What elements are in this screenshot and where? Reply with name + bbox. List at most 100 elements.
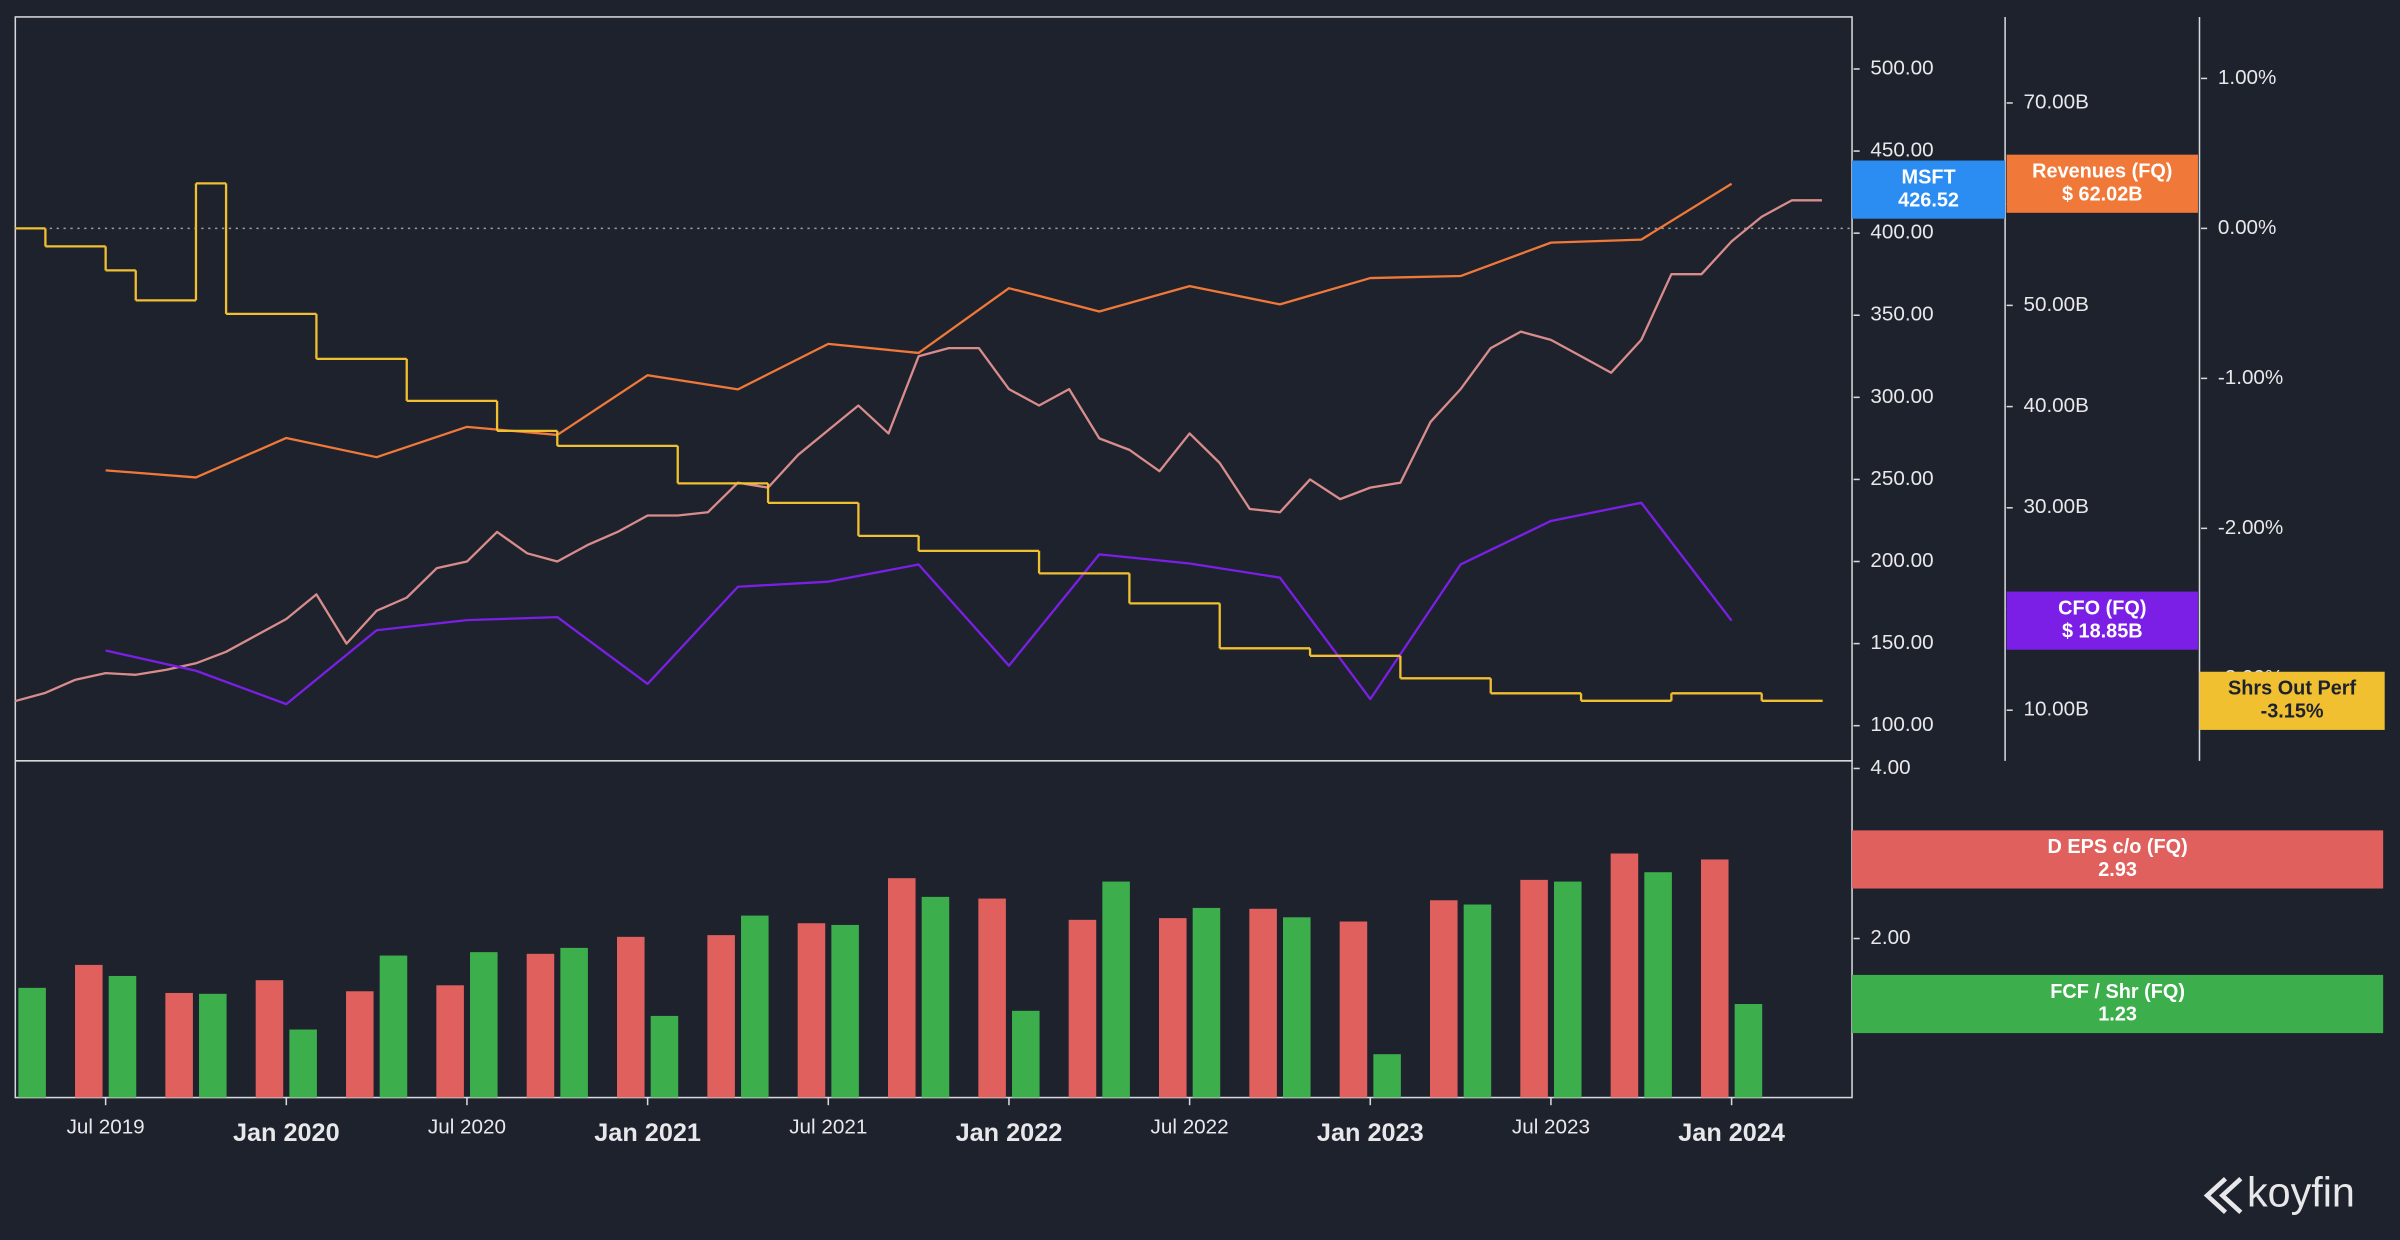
brand-icon [2203, 1176, 2243, 1215]
bar [1339, 921, 1368, 1098]
value-label-bg [2006, 154, 2198, 213]
bar [560, 947, 588, 1098]
x-tick-label: Jul 2020 [428, 1116, 506, 1139]
x-tick-label: Jul 2023 [1512, 1116, 1590, 1139]
y-tick-label: 350.00 [1870, 303, 1933, 326]
value-label-box: Revenues (FQ)$ 62.02B [2006, 154, 2198, 213]
series-line [105, 182, 1733, 479]
bar [1520, 879, 1548, 1098]
y-tick-label: 400.00 [1870, 221, 1933, 244]
bar [797, 923, 826, 1098]
y-tick-label: 30.00B [2023, 495, 2088, 518]
y-tick-label: 1.00% [2218, 66, 2277, 89]
y-tick-label: 70.00B [2023, 90, 2088, 113]
value-label-name: Revenues (FQ) [2032, 160, 2172, 182]
y-tick-label: 450.00 [1870, 139, 1933, 162]
value-label-value: 426.52 [1898, 189, 1959, 211]
bar [1249, 908, 1277, 1098]
value-label-bg [1852, 974, 2384, 1034]
bar [1012, 1010, 1040, 1098]
bars [18, 853, 1763, 1098]
bar [470, 952, 498, 1098]
bar [1192, 907, 1221, 1098]
value-label-value: $ 18.85B [2062, 620, 2143, 642]
value-label-bg [1852, 830, 2384, 889]
value-label-box: Shrs Out Perf-3.15% [2199, 671, 2385, 730]
y-tick-label: 0.00% [2218, 216, 2277, 239]
y-tick-label: 50.00B [2023, 293, 2088, 316]
x-tick-label: Jul 2019 [67, 1116, 145, 1139]
bar [978, 898, 1006, 1098]
value-label-name: Shrs Out Perf [2228, 678, 2356, 700]
bar [1700, 859, 1729, 1098]
y-tick-label: -1.00% [2218, 366, 2283, 389]
value-label-value: 1.23 [2098, 1004, 2137, 1026]
value-label-value: -3.15% [2261, 701, 2324, 723]
bar [921, 896, 950, 1098]
x-tick-label: Jan 2022 [956, 1119, 1063, 1147]
y-tick-label: 4.00 [1870, 756, 1910, 779]
value-label-name: CFO (FQ) [2058, 597, 2146, 619]
value-label-bg [2006, 591, 2198, 650]
bar [617, 936, 645, 1098]
bar [1429, 900, 1458, 1098]
value-label-box: CFO (FQ)$ 18.85B [2006, 591, 2198, 650]
bar [1158, 918, 1187, 1098]
y-tick-label: 10.00B [2023, 698, 2088, 721]
bar [1644, 872, 1672, 1098]
y-tick-label: 500.00 [1870, 56, 1933, 79]
bar [1283, 917, 1311, 1098]
bar [346, 991, 374, 1098]
bar [888, 878, 916, 1098]
bar [831, 924, 859, 1098]
bar [1553, 881, 1582, 1098]
bar [199, 993, 227, 1098]
bar [1463, 904, 1492, 1098]
bar [75, 964, 103, 1098]
y-tick-label: 40.00B [2023, 394, 2088, 417]
value-label-bg [1852, 160, 2006, 219]
bar [526, 953, 555, 1098]
bar [1610, 853, 1639, 1098]
bar [379, 955, 408, 1098]
series [105, 501, 1733, 706]
bar [289, 1029, 317, 1098]
y-tick-label: 250.00 [1870, 467, 1933, 490]
value-label-name: FCF / Shr (FQ) [2050, 981, 2185, 1003]
bar [18, 987, 46, 1098]
series-line [105, 501, 1733, 706]
series [105, 182, 1733, 479]
bar [165, 992, 193, 1098]
value-label-bg [2199, 671, 2385, 730]
value-label-value: 2.93 [2098, 859, 2137, 881]
y-tick-label: -2.00% [2218, 516, 2283, 539]
bar [1102, 881, 1130, 1098]
bar [1373, 1054, 1401, 1098]
value-label-name: D EPS c/o (FQ) [2047, 836, 2187, 858]
bar [650, 1015, 679, 1098]
brand-name: koyfin [2247, 1169, 2355, 1215]
bar [707, 935, 735, 1098]
y-tick-label: 100.00 [1870, 713, 1933, 736]
series [15, 199, 1822, 703]
x-tick-label: Jan 2021 [594, 1119, 701, 1147]
x-tick-label: Jul 2021 [789, 1116, 867, 1139]
bar [741, 915, 769, 1098]
x-tick-label: Jan 2020 [233, 1119, 340, 1147]
series-line [15, 199, 1822, 703]
y-tick-label: 2.00 [1870, 926, 1910, 949]
bar [1068, 919, 1097, 1098]
series [15, 182, 1823, 702]
x-tick-label: Jan 2023 [1317, 1119, 1424, 1147]
y-tick-label: 200.00 [1870, 549, 1933, 572]
value-label-value: $ 62.02B [2062, 183, 2143, 205]
y-tick-label: 300.00 [1870, 385, 1933, 408]
x-tick-label: Jan 2024 [1678, 1119, 1785, 1147]
bar [255, 980, 284, 1098]
value-label-name: MSFT [1902, 166, 1956, 188]
x-tick-label: Jul 2022 [1151, 1116, 1229, 1139]
bar [436, 985, 464, 1098]
